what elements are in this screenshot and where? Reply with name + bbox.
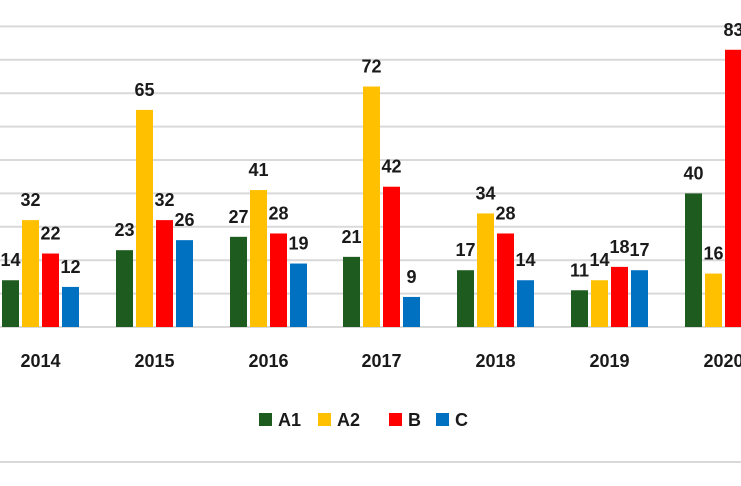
data-label-c-2017: 9 xyxy=(406,267,416,287)
bar-a2-2020 xyxy=(705,273,722,327)
bar-c-2014 xyxy=(62,286,79,327)
bar-b-2020 xyxy=(725,49,741,327)
data-label-c-2018: 14 xyxy=(515,250,535,270)
bar-a2-2017 xyxy=(363,86,380,328)
legend-label-a2: A2 xyxy=(337,410,360,430)
data-label-a2-2020: 16 xyxy=(703,244,723,264)
data-label-b-2018: 28 xyxy=(495,203,515,223)
bar-a2-2018 xyxy=(477,213,494,327)
data-label-c-2016: 19 xyxy=(288,234,308,254)
data-label-a1-2020: 40 xyxy=(683,163,703,183)
bar-a1-2016 xyxy=(230,236,247,327)
data-label-a1-2014: 14 xyxy=(0,250,20,270)
bar-b-2016 xyxy=(270,233,287,327)
bar-a1-2014 xyxy=(2,280,19,327)
bar-a2-2015 xyxy=(136,109,153,328)
bar-b-2015 xyxy=(156,220,173,327)
bar-a2-2016 xyxy=(250,190,267,327)
bar-a1-2020 xyxy=(685,193,702,327)
x-tick-label-2015: 2015 xyxy=(134,351,174,371)
x-tick-label-2017: 2017 xyxy=(361,351,401,371)
bar-a1-2017 xyxy=(343,256,360,327)
data-label-c-2019: 17 xyxy=(629,240,649,260)
bar-c-2015 xyxy=(176,240,193,327)
data-label-a1-2018: 17 xyxy=(455,240,475,260)
legend-swatch-a1 xyxy=(259,413,272,426)
data-label-a1-2017: 21 xyxy=(341,227,361,247)
legend-label-a1: A1 xyxy=(278,410,301,430)
data-label-b-2016: 28 xyxy=(268,203,288,223)
x-tick-label-2014: 2014 xyxy=(20,351,60,371)
bar-b-2017 xyxy=(383,186,400,327)
bar-a2-2014 xyxy=(22,220,39,327)
bar-b-2019 xyxy=(611,266,628,327)
data-label-a2-2017: 72 xyxy=(361,57,381,77)
data-label-a2-2015: 65 xyxy=(134,80,154,100)
bar-b-2014 xyxy=(42,253,59,327)
bar-a1-2015 xyxy=(116,250,133,327)
legend-swatch-c xyxy=(436,413,449,426)
data-label-c-2015: 26 xyxy=(174,210,194,230)
x-tick-label-2019: 2019 xyxy=(589,351,629,371)
data-label-a2-2016: 41 xyxy=(248,160,268,180)
bars xyxy=(2,49,741,328)
legend-swatch-b xyxy=(389,413,402,426)
data-label-c-2014: 12 xyxy=(60,257,80,277)
legend-label-c: C xyxy=(455,410,468,430)
data-label-a2-2019: 14 xyxy=(589,250,609,270)
data-label-b-2017: 42 xyxy=(381,157,401,177)
data-label-b-2015: 32 xyxy=(154,190,174,210)
x-tick-label-2020: 2020 xyxy=(703,351,741,371)
legend-label-b: B xyxy=(408,410,421,430)
data-label-b-2019: 18 xyxy=(609,237,629,257)
data-label-a1-2019: 11 xyxy=(570,260,589,280)
legend-swatch-a2 xyxy=(318,413,331,426)
legend: A1 A2 B C xyxy=(259,410,468,430)
bar-a1-2018 xyxy=(457,270,474,327)
data-label-b-2014: 22 xyxy=(40,224,60,244)
x-tick-labels: 2014 2015 2016 2017 2018 2019 2020 xyxy=(20,351,741,371)
data-label-a2-2014: 32 xyxy=(20,190,40,210)
bar-c-2017 xyxy=(403,296,420,327)
bar-c-2018 xyxy=(517,280,534,327)
x-tick-label-2016: 2016 xyxy=(248,351,288,371)
bar-a1-2019 xyxy=(571,290,588,327)
data-label-b-2020: 83 xyxy=(723,20,741,40)
bar-c-2016 xyxy=(290,263,307,327)
bar-a2-2019 xyxy=(591,280,608,327)
data-label-a1-2015: 23 xyxy=(114,220,134,240)
x-tick-label-2018: 2018 xyxy=(475,351,515,371)
data-label-a2-2018: 34 xyxy=(475,183,495,203)
bar-c-2019 xyxy=(631,270,648,327)
data-label-a1-2016: 27 xyxy=(228,207,248,227)
bar-b-2018 xyxy=(497,233,514,327)
